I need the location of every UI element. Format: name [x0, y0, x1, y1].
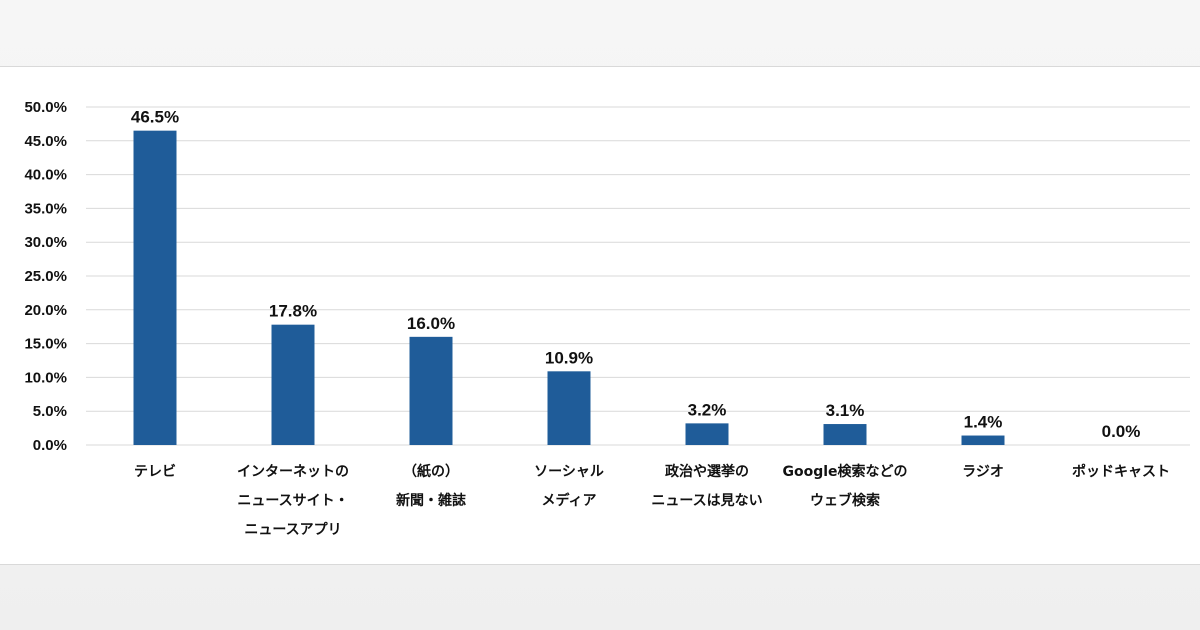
data-label: 1.4%	[964, 413, 1003, 432]
y-tick-label: 15.0%	[24, 336, 67, 353]
bar	[547, 371, 591, 445]
category-label-line: ニュースアプリ	[244, 522, 341, 538]
data-label: 46.5%	[131, 108, 179, 127]
category-label: テレビ	[134, 464, 176, 480]
y-axis-ticks: 0.0% 5.0% 10.0% 15.0% 20.0% 25.0% 30.0% 35.0% 40…	[24, 99, 67, 454]
category-label-line: Google検索などの	[782, 463, 907, 480]
category-label: ポッドキャスト	[1072, 463, 1170, 480]
y-tick-label: 0.0%	[33, 437, 67, 454]
category-label-line: メディア	[541, 492, 596, 509]
y-tick-label: 10.0%	[24, 369, 67, 386]
category-label-line: インターネットの	[237, 464, 349, 480]
y-tick-label: 35.0%	[24, 200, 67, 217]
y-tick-label: 45.0%	[24, 133, 67, 150]
data-labels: 46.5% 17.8% 16.0% 10.9% 3.2% 3.1% 1.4% 0.0%	[131, 108, 1140, 441]
category-label: ラジオ	[962, 464, 1004, 480]
gridlines	[86, 106, 1190, 446]
bar	[133, 130, 177, 445]
category-label-line: 新聞・雑誌	[396, 492, 466, 509]
bars	[133, 130, 1005, 445]
data-label: 3.2%	[688, 400, 727, 419]
data-label: 10.9%	[545, 348, 593, 367]
category-label-line: ポッドキャスト	[1072, 463, 1170, 480]
y-tick-label: 20.0%	[24, 302, 67, 319]
category-label-line: ニュースサイト・	[237, 493, 348, 509]
category-label-line: （紙の）	[403, 463, 459, 480]
category-label-line: 政治や選挙の	[665, 463, 749, 480]
y-tick-label: 40.0%	[24, 167, 67, 184]
category-label-line: ニュースは見ない	[651, 493, 762, 509]
y-tick-label: 25.0%	[24, 268, 67, 285]
data-label: 17.8%	[269, 302, 317, 321]
y-tick-label: 30.0%	[24, 234, 67, 251]
bar	[685, 423, 729, 445]
category-label-line: ウェブ検索	[810, 492, 880, 509]
bar	[409, 336, 453, 445]
category-label: （紙の） 新聞・雑誌	[396, 463, 466, 509]
data-label: 3.1%	[826, 401, 865, 420]
bar	[271, 324, 315, 445]
y-tick-label: 50.0%	[24, 99, 67, 116]
data-label: 16.0%	[407, 314, 455, 333]
category-label-line: テレビ	[134, 464, 176, 480]
data-label: 0.0%	[1102, 422, 1141, 441]
category-label-line: ソーシャル	[534, 464, 604, 480]
category-label-line: ラジオ	[962, 464, 1004, 480]
chart-card	[0, 66, 1200, 565]
bar	[961, 435, 1005, 445]
bar	[823, 424, 867, 445]
y-tick-label: 5.0%	[33, 403, 67, 420]
